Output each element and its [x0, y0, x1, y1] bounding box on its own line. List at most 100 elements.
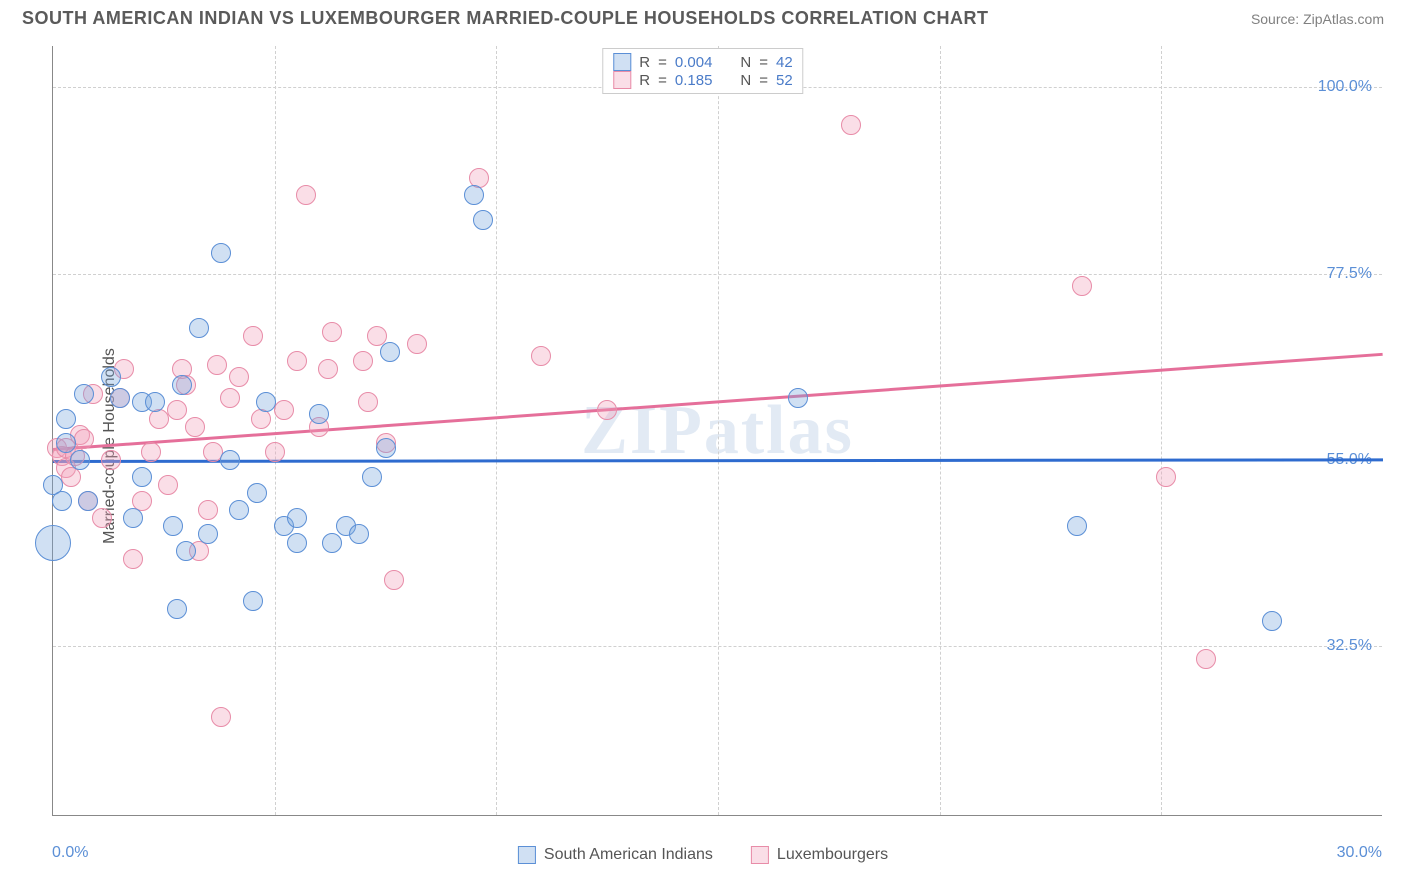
- scatter-point: [56, 433, 76, 453]
- scatter-point: [110, 388, 130, 408]
- scatter-point: [167, 599, 187, 619]
- scatter-point: [597, 400, 617, 420]
- r-label: R: [639, 54, 650, 71]
- scatter-point: [384, 570, 404, 590]
- legend-swatch-pink: [613, 71, 631, 89]
- scatter-point: [349, 524, 369, 544]
- scatter-point: [132, 467, 152, 487]
- scatter-point: [220, 450, 240, 470]
- gridline-vertical: [718, 46, 719, 815]
- y-tick-label: 100.0%: [1318, 78, 1372, 96]
- chart-title: SOUTH AMERICAN INDIAN VS LUXEMBOURGER MA…: [22, 8, 989, 29]
- gridline-vertical: [940, 46, 941, 815]
- scatter-point: [167, 400, 187, 420]
- scatter-point: [92, 508, 112, 528]
- series-legend: South American Indians Luxembourgers: [518, 846, 888, 864]
- scatter-point: [318, 359, 338, 379]
- legend-swatch-pink: [751, 846, 769, 864]
- equals-sign: =: [759, 54, 768, 71]
- scatter-point: [243, 591, 263, 611]
- scatter-point: [380, 342, 400, 362]
- scatter-point: [841, 115, 861, 135]
- scatter-point: [1067, 516, 1087, 536]
- gridline-vertical: [1161, 46, 1162, 815]
- scatter-point: [287, 533, 307, 553]
- scatter-point: [256, 392, 276, 412]
- scatter-point: [229, 500, 249, 520]
- scatter-point: [35, 525, 71, 561]
- scatter-point: [322, 322, 342, 342]
- scatter-point: [189, 318, 209, 338]
- scatter-point: [309, 404, 329, 424]
- scatter-point: [211, 243, 231, 263]
- blue-n-value: 42: [776, 54, 793, 71]
- scatter-point: [274, 400, 294, 420]
- legend-swatch-blue: [518, 846, 536, 864]
- scatter-point: [243, 326, 263, 346]
- scatter-point: [101, 367, 121, 387]
- n-label: N: [740, 72, 751, 89]
- scatter-point: [176, 541, 196, 561]
- blue-r-value: 0.004: [675, 54, 713, 71]
- scatter-point: [229, 367, 249, 387]
- scatter-point: [56, 409, 76, 429]
- legend-swatch-blue: [613, 53, 631, 71]
- scatter-point: [158, 475, 178, 495]
- scatter-point: [220, 388, 240, 408]
- scatter-point: [287, 351, 307, 371]
- scatter-point: [101, 450, 121, 470]
- scatter-point: [198, 524, 218, 544]
- scatter-point: [123, 508, 143, 528]
- scatter-point: [1262, 611, 1282, 631]
- scatter-point: [207, 355, 227, 375]
- scatter-point: [265, 442, 285, 462]
- scatter-point: [296, 185, 316, 205]
- scatter-point: [322, 533, 342, 553]
- scatter-point: [376, 438, 396, 458]
- scatter-point: [211, 707, 231, 727]
- chart-plot-area: ZIPatlas 32.5%55.0%77.5%100.0%: [52, 46, 1382, 816]
- scatter-point: [198, 500, 218, 520]
- scatter-point: [70, 450, 90, 470]
- y-tick-label: 77.5%: [1327, 265, 1372, 283]
- scatter-point: [362, 467, 382, 487]
- scatter-point: [1196, 649, 1216, 669]
- scatter-point: [287, 508, 307, 528]
- scatter-point: [464, 185, 484, 205]
- scatter-point: [163, 516, 183, 536]
- scatter-point: [141, 442, 161, 462]
- scatter-point: [74, 429, 94, 449]
- x-tick-min: 0.0%: [52, 844, 88, 862]
- gridline-vertical: [496, 46, 497, 815]
- y-tick-label: 32.5%: [1327, 637, 1372, 655]
- legend-label-pink: Luxembourgers: [777, 846, 888, 864]
- scatter-point: [367, 326, 387, 346]
- scatter-point: [1072, 276, 1092, 296]
- scatter-point: [788, 388, 808, 408]
- pink-n-value: 52: [776, 72, 793, 89]
- scatter-point: [172, 375, 192, 395]
- scatter-point: [473, 210, 493, 230]
- scatter-point: [74, 384, 94, 404]
- scatter-point: [185, 417, 205, 437]
- gridline-vertical: [275, 46, 276, 815]
- r-label: R: [639, 72, 650, 89]
- pink-r-value: 0.185: [675, 72, 713, 89]
- equals-sign: =: [759, 72, 768, 89]
- n-label: N: [740, 54, 751, 71]
- scatter-point: [407, 334, 427, 354]
- scatter-point: [123, 549, 143, 569]
- equals-sign: =: [658, 54, 667, 71]
- scatter-point: [247, 483, 267, 503]
- scatter-point: [52, 491, 72, 511]
- scatter-point: [531, 346, 551, 366]
- correlation-legend: R = 0.004 N = 42 R = 0.185 N = 52: [602, 48, 803, 94]
- legend-label-blue: South American Indians: [544, 846, 713, 864]
- x-tick-max: 30.0%: [1337, 844, 1382, 862]
- scatter-point: [78, 491, 98, 511]
- equals-sign: =: [658, 72, 667, 89]
- source-label: Source: ZipAtlas.com: [1251, 11, 1384, 27]
- scatter-point: [353, 351, 373, 371]
- scatter-point: [1156, 467, 1176, 487]
- scatter-point: [358, 392, 378, 412]
